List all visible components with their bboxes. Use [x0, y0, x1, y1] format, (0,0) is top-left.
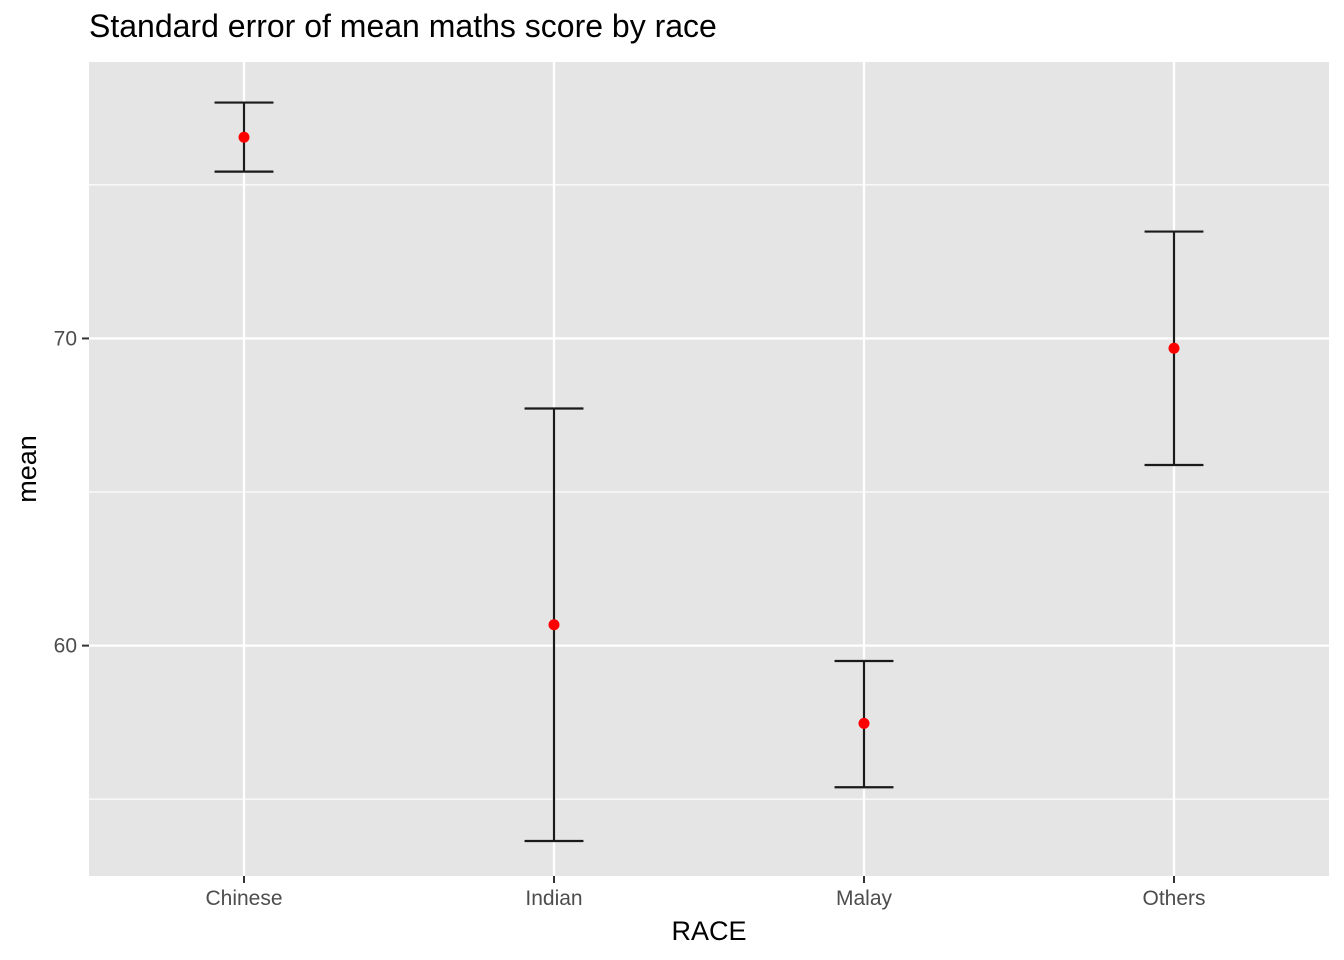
plot-panel — [89, 62, 1329, 876]
chart-title: Standard error of mean maths score by ra… — [89, 8, 717, 44]
y-tick-label: 70 — [54, 327, 77, 350]
x-tick-label: Indian — [525, 887, 582, 910]
x-tick-label: Malay — [836, 887, 893, 910]
errorbar-malay — [834, 659, 894, 789]
axis-ticks: 60 70 Chinese Indian Malay Others — [54, 327, 1206, 910]
y-tick-label: 60 — [54, 635, 77, 658]
errorbar-others — [1144, 230, 1204, 467]
y-axis-title: mean — [12, 435, 42, 503]
mean-point — [548, 619, 560, 631]
mean-point — [858, 717, 870, 729]
mean-point — [1168, 342, 1180, 354]
x-axis-title: RACE — [671, 916, 746, 946]
x-tick-label: Chinese — [205, 887, 282, 910]
x-tick-label: Others — [1142, 887, 1205, 910]
errorbar-chinese — [214, 101, 274, 173]
error-bars — [214, 101, 1204, 843]
mean-point — [238, 131, 250, 143]
errorbar-indian — [524, 407, 584, 843]
